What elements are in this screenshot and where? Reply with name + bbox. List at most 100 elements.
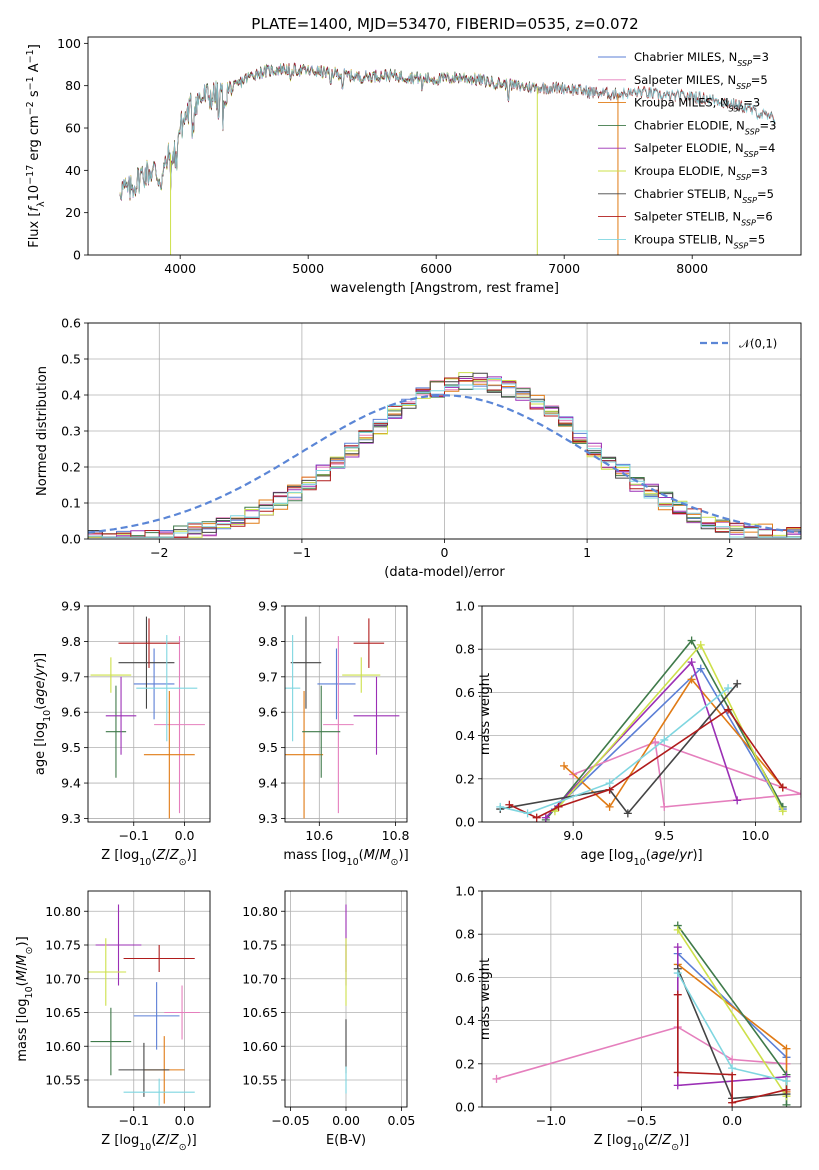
legend-entry-salpeter-elodie: Salpeter ELODIE, NSSP=4 [634,141,775,159]
weight-marker [660,735,669,744]
legend: 𝒩(0,1) [700,337,777,351]
weight-line-kroupa-stelib [673,969,791,1086]
weight-line-kroupa-elodie [550,640,787,816]
y-axis-label: Flux [fλ10−17 erg cm−2 s−1 A−1] [25,44,47,248]
weight-marker [782,1100,791,1107]
plot-area [90,616,205,819]
x-axis-label: Z [log10(Z/Z⊙)] [594,1133,689,1153]
plot-area [496,636,801,822]
y-tick-label: 0.0 [455,1100,475,1115]
normal-reference-curve [88,394,801,534]
y-tick-label: 0.3 [61,424,81,439]
weight-marker [673,943,682,952]
y-tick-label: 10.80 [45,904,81,919]
y-tick-label: 9.4 [61,776,81,791]
y-tick-label: 0.2 [61,460,81,475]
errorbar-kroupa-miles [143,690,195,819]
weight-marker [687,658,696,667]
weight-marker [724,705,733,714]
x-tick-label: −0.1 [119,1113,149,1128]
x-tick-label: −1 [293,545,311,560]
y-tick-label: 10.70 [242,971,278,986]
weight-marker [696,640,705,649]
errorbar-kroupa-stelib [136,635,198,742]
errorbar-chabrier-elodie [302,685,341,778]
y-axis-label: mass weight [478,673,493,755]
y-tick-label: 0.4 [61,388,81,403]
weight-marker [560,761,569,770]
weight-marker [782,1077,791,1086]
errorbar-kroupa-elodie [88,938,127,1006]
x-tick-label: 0.0 [722,1113,742,1128]
legend-entry-kroupa-stelib: Kroupa STELIB, NSSP=5 [634,232,765,250]
errorbar-salpeter-stelib [123,945,195,972]
y-tick-label: 9.3 [61,811,81,826]
x-tick-label: 10.0 [742,828,770,843]
x-tick-label: 0.05 [388,1113,416,1128]
errorbar-salpeter-miles [154,636,205,814]
y-axis-label: age [log10(age/yr)] [33,653,53,775]
axes-frame [481,605,802,823]
y-tick-label: 0.8 [455,642,475,657]
weight-marker [696,664,705,673]
y-tick-label: 40 [65,163,81,178]
y-tick-label: 9.7 [258,669,278,684]
x-tick-label: −1.0 [536,1113,566,1128]
weight-marker [541,813,550,822]
weight-marker [523,809,532,818]
weight-marker [687,675,696,684]
weight-marker [505,800,514,809]
x-tick-label: 5000 [292,261,324,276]
weight-marker [782,1044,791,1053]
y-tick-label: 0 [73,248,81,263]
x-axis-label: Z [log10(Z/Z⊙)] [101,848,196,868]
weight-marker [797,789,801,798]
figure-title: PLATE=1400, MJD=53470, FIBERID=0535, z=0… [251,15,638,33]
y-tick-label: 9.3 [258,811,278,826]
y-tick-label: 80 [65,78,81,93]
weight-line-salpeter-miles [569,738,801,811]
residuals-histogram-panel: −2 −1 0 1 2 0.0 0.1 0.2 0.3 0.4 0.5 0.6 (data-model)… [35,316,802,580]
errorbar-kroupa-stelib [285,635,301,742]
axes-frame [481,890,802,1108]
errorbar-salpeter-stelib [118,618,180,668]
weight-marker [733,796,742,805]
x-tick-label: 0.0 [175,828,195,843]
weight-marker [554,802,563,811]
x-tick-label: 10.8 [382,828,410,843]
y-tick-label: 9.4 [258,776,278,791]
y-tick-label: 0.6 [455,970,475,985]
errorbar-salpeter-miles [323,636,354,814]
y-tick-label: 0.6 [61,316,81,331]
weight-marker [728,1064,737,1073]
legend-entry-kroupa-elodie: Kroupa ELODIE, NSSP=3 [634,164,768,182]
legend-entry-salpeter-stelib: Salpeter STELIB, NSSP=6 [634,210,773,228]
y-tick-label: 10.75 [242,938,278,953]
weight-marker [605,779,614,788]
y-tick-label: 0.2 [455,771,475,786]
errorbar-chabrier-miles [133,982,180,1050]
y-tick-label: 0.0 [61,532,81,547]
x-tick-label: 9.0 [563,828,583,843]
x-axis-label: Z [log10(Z/Z⊙)] [101,1133,196,1153]
y-tick-label: 10.70 [45,971,81,986]
y-tick-label: 9.8 [61,634,81,649]
x-tick-label: 6000 [420,261,452,276]
mass-vs-extinction-panel: −0.05 0.00 0.05 10.55 10.60 10.65 10.70 10.75 10… [242,890,416,1148]
x-tick-label: 0 [441,545,449,560]
errorbar-kroupa-stelib [123,1078,195,1106]
weight-marker [673,1081,682,1090]
errorbar-kroupa-elodie [342,657,381,693]
x-axis-label: (data-model)/error [384,565,505,580]
weight-marker [623,809,632,818]
weight-marker [778,807,787,816]
errorbar-salpeter-miles [164,985,200,1040]
y-tick-label: 0.0 [455,815,475,830]
y-tick-label: 1.0 [455,599,475,614]
plot-area [285,616,400,819]
weight-marker [673,969,682,978]
weight-marker [496,802,505,811]
axes-frame [87,322,802,540]
y-tick-label: 9.6 [258,705,278,720]
x-axis-label: age [log10(age/yr)] [580,848,702,868]
